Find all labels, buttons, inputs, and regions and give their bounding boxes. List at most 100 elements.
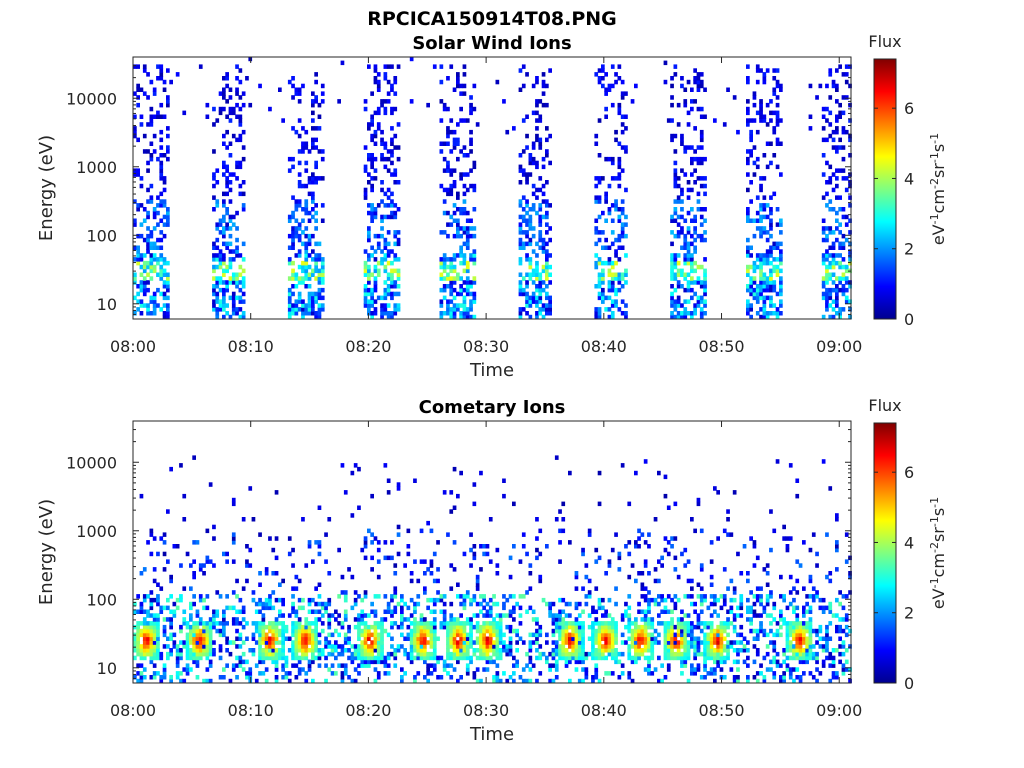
heatmap-cell: [465, 280, 470, 285]
heatmap-cell: [762, 567, 767, 572]
heatmap-cell: [597, 605, 602, 611]
heatmap-cell: [488, 640, 493, 645]
heatmap-cell: [746, 675, 750, 680]
heatmap-cell: [752, 636, 757, 641]
heatmap-cell: [396, 180, 401, 185]
heatmap-cell: [469, 129, 473, 135]
heatmap-cell: [558, 655, 562, 661]
heatmap-cell: [393, 268, 398, 274]
heatmap-cell: [637, 528, 641, 534]
heatmap-cell: [759, 207, 763, 212]
heatmap-cell: [446, 187, 450, 193]
heatmap-cell: [571, 621, 575, 626]
heatmap-cell: [198, 655, 203, 661]
heatmap-cell: [821, 237, 826, 243]
heatmap-cell: [614, 299, 618, 304]
heatmap-cell: [446, 636, 450, 641]
heatmap-cell: [429, 528, 434, 534]
heatmap-cell: [666, 594, 671, 599]
heatmap-cell: [439, 64, 444, 69]
heatmap-cell: [307, 311, 312, 316]
heatmap-cell: [775, 141, 780, 146]
heatmap-cell: [251, 651, 256, 657]
heatmap-cell: [297, 624, 302, 630]
heatmap-cell: [838, 114, 842, 119]
heatmap-cell: [307, 597, 312, 603]
heatmap-cell: [215, 222, 220, 227]
heatmap-cell: [251, 621, 256, 626]
heatmap-cell: [317, 280, 322, 285]
heatmap-cell: [383, 671, 388, 676]
heatmap-cell: [278, 597, 282, 603]
heatmap-cell: [607, 87, 612, 92]
heatmap-cell: [142, 276, 147, 281]
heatmap-cell: [281, 621, 285, 626]
heatmap-cell: [426, 628, 430, 634]
heatmap-cell: [390, 276, 394, 281]
heatmap-cell: [383, 214, 388, 220]
heatmap-cell: [278, 87, 282, 92]
heatmap-cell: [680, 644, 684, 649]
heatmap-cell: [380, 257, 384, 262]
heatmap-cell: [343, 597, 348, 603]
heatmap-cell: [663, 60, 668, 66]
heatmap-cell: [449, 314, 454, 320]
heatmap-cell: [390, 284, 394, 289]
heatmap-cell: [597, 307, 602, 312]
heatmap-cell: [759, 276, 763, 281]
heatmap-cell: [373, 667, 378, 672]
heatmap-cell: [614, 291, 618, 297]
heatmap-cell: [525, 176, 529, 181]
heatmap-cell: [307, 191, 312, 197]
heatmap-cell: [413, 624, 417, 630]
heatmap-cell: [759, 272, 763, 277]
heatmap-cell: [449, 624, 454, 630]
heatmap-cell: [726, 655, 730, 661]
heatmap-cell: [610, 230, 615, 235]
heatmap-cell: [531, 272, 536, 277]
heatmap-cell: [462, 314, 467, 320]
heatmap-cell: [218, 91, 223, 96]
heatmap-cell: [769, 667, 773, 672]
heatmap-cell: [699, 284, 704, 289]
heatmap-cell: [212, 651, 216, 657]
heatmap-cell: [198, 640, 203, 645]
heatmap-cell: [304, 245, 309, 250]
heatmap-cell: [574, 648, 579, 653]
heatmap-cell: [136, 168, 140, 173]
heatmap-cell: [320, 651, 325, 657]
heatmap-cell: [462, 260, 467, 266]
heatmap-cell: [185, 636, 190, 641]
heatmap-cell: [762, 153, 767, 158]
heatmap-cell: [146, 233, 150, 239]
heatmap-cell: [841, 264, 846, 270]
heatmap-cell: [462, 648, 467, 653]
heatmap-cell: [521, 230, 526, 235]
heatmap-cell: [594, 609, 599, 614]
heatmap-cell: [370, 555, 374, 561]
heatmap-cell: [541, 214, 546, 220]
heatmap-cell: [152, 253, 157, 258]
heatmap-cell: [383, 659, 388, 665]
heatmap-cell: [449, 129, 454, 135]
heatmap-cell: [393, 594, 398, 599]
heatmap-cell: [225, 191, 229, 197]
heatmap-cell: [423, 651, 427, 657]
heatmap-cell: [360, 609, 365, 614]
heatmap-cell: [462, 601, 467, 607]
heatmap-cell: [231, 214, 236, 220]
heatmap-cell: [363, 145, 368, 150]
heatmap-cell: [465, 636, 470, 641]
heatmap-cell: [363, 651, 368, 657]
heatmap-cell: [327, 617, 332, 622]
heatmap-cell: [367, 299, 371, 304]
heatmap-cell: [215, 237, 220, 243]
heatmap-cell: [212, 268, 216, 274]
heatmap-cell: [343, 663, 348, 668]
heatmap-cell: [139, 632, 144, 638]
heatmap-cell: [133, 133, 137, 139]
heatmap-cell: [525, 253, 529, 258]
heatmap-cell: [835, 299, 839, 304]
heatmap-cell: [693, 644, 697, 649]
heatmap-cell: [409, 644, 414, 649]
